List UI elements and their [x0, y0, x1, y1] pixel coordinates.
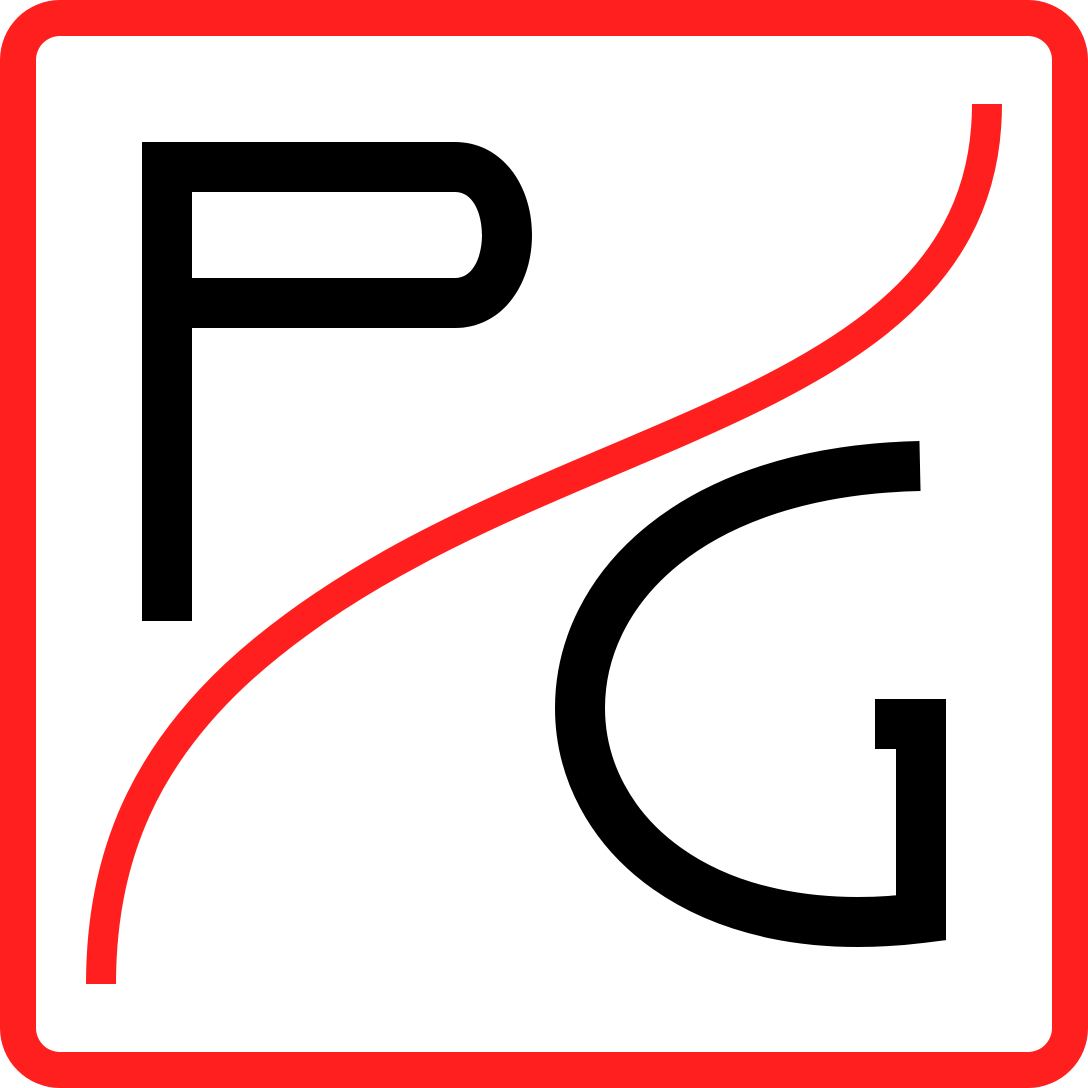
letter-p-glyph	[142, 142, 532, 621]
logo-curve	[86, 103, 1002, 985]
letter-g-glyph	[554, 441, 946, 947]
